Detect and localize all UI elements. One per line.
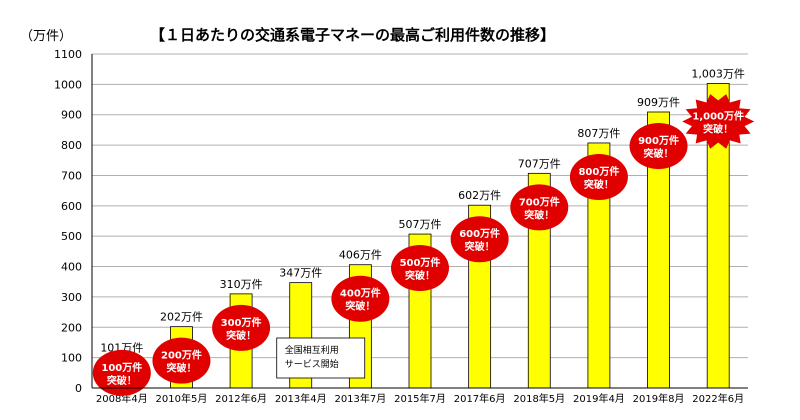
burst-label-1: 100万件 <box>101 361 142 374</box>
value-label: 909万件 <box>637 96 680 109</box>
y-tick-label: 300 <box>61 291 82 304</box>
x-tick-label: 2018年5月 <box>513 392 565 405</box>
burst-label-2: 突破！ <box>644 147 674 160</box>
burst-label-1: 800万件 <box>578 165 619 178</box>
y-tick-label: 1100 <box>54 48 82 61</box>
annotation-frame <box>276 337 366 379</box>
value-label: 347万件 <box>279 267 322 280</box>
burst-label-2: 突破！ <box>465 240 495 253</box>
burst-label-1: 1,000万件 <box>692 109 744 122</box>
value-label: 1,003万件 <box>691 67 745 80</box>
y-axis-ticks: 0 100 200 300 400 500 600 700 800 900 1000 1100 <box>54 48 82 395</box>
x-tick-label: 2013年4月 <box>275 392 327 405</box>
y-tick-label: 900 <box>61 109 82 122</box>
burst-shape <box>331 275 390 322</box>
burst-shape <box>152 337 211 384</box>
burst-label-1: 300万件 <box>221 316 262 329</box>
burst-shape <box>450 216 509 263</box>
burst-label-1: 200万件 <box>161 349 202 362</box>
annotation-line-2: サービス開始 <box>285 358 339 370</box>
burst-shape <box>92 349 151 396</box>
burst-shape <box>391 245 449 292</box>
y-tick-label: 1000 <box>54 78 82 91</box>
milestone-bursts: 100万件突破！200万件突破！300万件突破！400万件突破！500万件突破！… <box>92 94 755 396</box>
x-tick-label: 2022年6月 <box>692 392 744 405</box>
y-axis-unit: （万件） <box>20 29 72 44</box>
y-tick-label: 400 <box>61 261 82 274</box>
value-label: 507万件 <box>399 218 442 231</box>
value-label: 406万件 <box>339 249 382 262</box>
burst-shape <box>569 153 628 200</box>
x-tick-label: 2019年4月 <box>573 392 625 405</box>
x-tick-label: 2013年7月 <box>334 392 386 405</box>
value-label: 202万件 <box>160 311 203 324</box>
x-tick-label: 2008年4月 <box>96 392 148 405</box>
y-tick-label: 0 <box>75 382 82 395</box>
annotation-line-1: 全国相互利用 <box>285 344 339 356</box>
value-labels: 101万件 202万件 310万件 347万件 406万件 507万件 602万件 707万件… <box>100 67 745 354</box>
y-tick-label: 100 <box>61 352 82 365</box>
burst-label-1: 700万件 <box>519 195 560 208</box>
x-tick-label: 2015年7月 <box>394 392 446 405</box>
y-tick-label: 800 <box>61 139 82 152</box>
x-tick-label: 2019年8月 <box>633 392 685 405</box>
burst-label-1: 400万件 <box>340 287 381 300</box>
value-label: 707万件 <box>518 157 561 170</box>
burst-label-2: 突破！ <box>107 374 137 387</box>
x-tick-label: 2012年6月 <box>215 392 267 405</box>
chart-title: 【１日あたりの交通系電子マネーの最高ご利用件数の推移】 <box>150 26 555 44</box>
value-label: 807万件 <box>577 127 620 140</box>
x-axis-ticks: 2008年4月 2010年5月 2012年6月 2013年4月 2013年7月 2015年… <box>96 392 744 405</box>
burst-shape <box>212 304 271 351</box>
burst-shape <box>682 94 755 149</box>
burst-label-1: 500万件 <box>400 256 441 269</box>
burst-label-2: 突破！ <box>226 329 256 342</box>
y-tick-label: 200 <box>61 321 82 334</box>
y-tick-label: 500 <box>61 230 82 243</box>
burst-label-1: 600万件 <box>459 227 500 240</box>
x-tick-label: 2010年5月 <box>156 392 208 405</box>
burst-label-2: 突破！ <box>166 362 196 375</box>
burst-shape <box>510 184 569 231</box>
burst-label-2: 突破！ <box>524 208 554 221</box>
burst-label-2: 突破！ <box>703 122 733 135</box>
value-label: 602万件 <box>458 189 501 202</box>
y-tick-label: 700 <box>61 169 82 182</box>
burst-label-2: 突破！ <box>405 269 435 282</box>
y-tick-label: 600 <box>61 200 82 213</box>
value-label: 101万件 <box>100 341 143 354</box>
burst-label-1: 900万件 <box>638 134 679 147</box>
burst-shape <box>629 122 688 169</box>
burst-label-2: 突破！ <box>584 178 614 191</box>
burst-label-2: 突破！ <box>345 300 375 313</box>
x-tick-label: 2017年6月 <box>454 392 506 405</box>
value-label: 310万件 <box>220 278 263 291</box>
